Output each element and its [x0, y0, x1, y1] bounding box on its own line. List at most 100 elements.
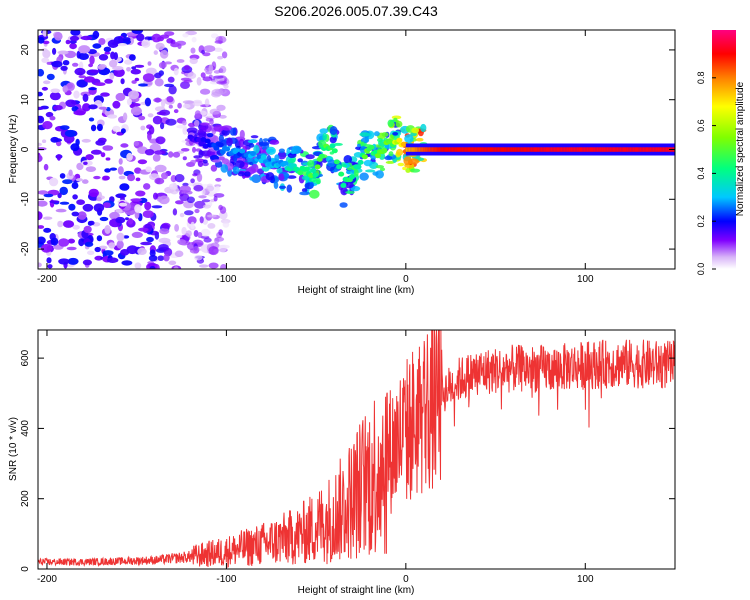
heatmap-cell-1088 [345, 190, 355, 194]
heatmap-cell-1440 [556, 147, 560, 152]
heatmap-cell-1134 [217, 142, 224, 148]
heatmap-cell-146 [90, 124, 97, 132]
heatmap-cell-1058 [206, 132, 214, 138]
heatmap-cell-1482 [586, 147, 590, 152]
heatmap-cell-569 [83, 161, 88, 165]
heatmap-cell-629 [215, 177, 222, 182]
heatmap-cell-559 [152, 115, 163, 125]
heatmap-cell-229 [214, 40, 223, 44]
heatmap-cell-529 [88, 104, 98, 110]
heatmap-cell-1480 [585, 147, 588, 152]
heatmap-cell-633 [146, 236, 154, 243]
heatmap-cell-472 [134, 77, 140, 82]
heatmap-cell-92 [76, 162, 84, 171]
heatmap-cell-1534 [624, 147, 627, 152]
heatmap-cell-1350 [492, 147, 495, 152]
heatmap-cell-1566 [647, 147, 650, 152]
heatmap-cell-1234 [408, 147, 412, 152]
heatmap-cell-1090 [408, 158, 420, 165]
heatmap-cell-671 [40, 243, 53, 253]
heatmap-cell-1025 [220, 164, 229, 173]
heatmap-cell-699 [173, 109, 179, 114]
heatmap-cell-1516 [611, 147, 614, 152]
heatmap-cell-201 [130, 68, 141, 75]
heatmap-cell-613 [46, 61, 52, 65]
heatmap-cell-167 [72, 224, 80, 230]
heatmap-cell-365 [173, 67, 179, 76]
spectrogram-ytick-label: -10 [20, 192, 31, 207]
heatmap-cell-101 [59, 186, 68, 196]
heatmap-cell-89 [123, 235, 130, 239]
heatmap-cell-55 [180, 148, 190, 152]
heatmap-cell-293 [202, 76, 213, 82]
heatmap-cell-305 [92, 30, 100, 39]
heatmap-cell-1128 [204, 138, 211, 144]
heatmap-cell-553 [177, 102, 182, 109]
heatmap-cell-1250 [420, 147, 423, 152]
heatmap-cell-599 [96, 197, 102, 202]
heatmap-cell-1240 [413, 147, 416, 152]
heatmap-cell-1284 [444, 147, 448, 152]
heatmap-cell-279 [119, 183, 130, 191]
heatmap-cell-1574 [652, 147, 656, 152]
heatmap-cell-1458 [569, 147, 572, 152]
heatmap-cell-1154 [260, 154, 267, 160]
heatmap-cell-656 [97, 64, 106, 70]
heatmap-cell-1186 [329, 143, 336, 149]
heatmap-cell-360 [151, 205, 163, 209]
heatmap-cell-514 [76, 79, 88, 88]
heatmap-cell-152 [131, 66, 137, 70]
heatmap-cell-595 [215, 89, 227, 95]
heatmap-cell-1282 [443, 147, 446, 152]
heatmap-cell-245 [62, 220, 75, 228]
heatmap-cell-763 [238, 138, 245, 148]
heatmap-cell-1298 [454, 147, 458, 152]
heatmap-cell-438 [213, 70, 221, 74]
heatmap-cell-299 [49, 116, 56, 121]
heatmap-cell-501 [49, 91, 61, 101]
heatmap-cell-931 [305, 154, 315, 160]
heatmap-cell-437 [153, 192, 158, 200]
heatmap-cell-308 [60, 65, 68, 71]
heatmap-cell-517 [96, 123, 103, 132]
heatmap-cell-1191 [340, 183, 347, 188]
heatmap-cell-1472 [579, 147, 582, 152]
heatmap-cell-875 [344, 181, 354, 189]
heatmap-cell-411 [168, 85, 177, 95]
heatmap-cell-895 [262, 138, 269, 142]
snr-ytick-label: 200 [20, 490, 31, 507]
heatmap-cell-211 [59, 125, 70, 130]
heatmap-cell-1258 [425, 147, 429, 152]
heatmap-cell-235 [207, 223, 216, 229]
heatmap-cell-1248 [418, 147, 422, 152]
heatmap-cell-648 [148, 125, 155, 135]
heatmap-cell-783 [199, 122, 210, 126]
heatmap-cell-483 [218, 204, 223, 211]
heatmap-cell-688 [73, 90, 80, 99]
heatmap-cell-1055 [375, 170, 384, 179]
heatmap-cell-234 [94, 255, 104, 261]
spectrogram-xtick-label: -100 [216, 274, 236, 285]
heatmap-cell-114 [117, 166, 124, 175]
heatmap-cell-1564 [645, 147, 649, 152]
heatmap-cell-1580 [657, 147, 660, 152]
heatmap-cell-642 [69, 35, 80, 42]
heatmap-cell-1354 [494, 147, 498, 152]
heatmap-cell-591 [176, 124, 187, 129]
heatmap-cell-572 [50, 88, 61, 94]
heatmap-cell-1446 [560, 147, 564, 152]
colorbar-tick-label: 0.4 [696, 167, 706, 180]
heatmap-cell-1204 [368, 144, 375, 150]
heatmap-cell-117 [221, 51, 228, 59]
heatmap-cell-639 [126, 152, 133, 161]
heatmap-cell-1104 [202, 159, 208, 164]
heatmap-cell-1294 [451, 147, 455, 152]
heatmap-cell-1570 [649, 147, 653, 152]
heatmap-cell-649 [204, 98, 210, 107]
heatmap-cell-547 [38, 236, 46, 245]
heatmap-cell-395 [100, 92, 110, 97]
heatmap-cell-1578 [655, 147, 659, 152]
snr-ytick-label: 400 [20, 420, 31, 437]
heatmap-cell-686 [88, 63, 93, 68]
